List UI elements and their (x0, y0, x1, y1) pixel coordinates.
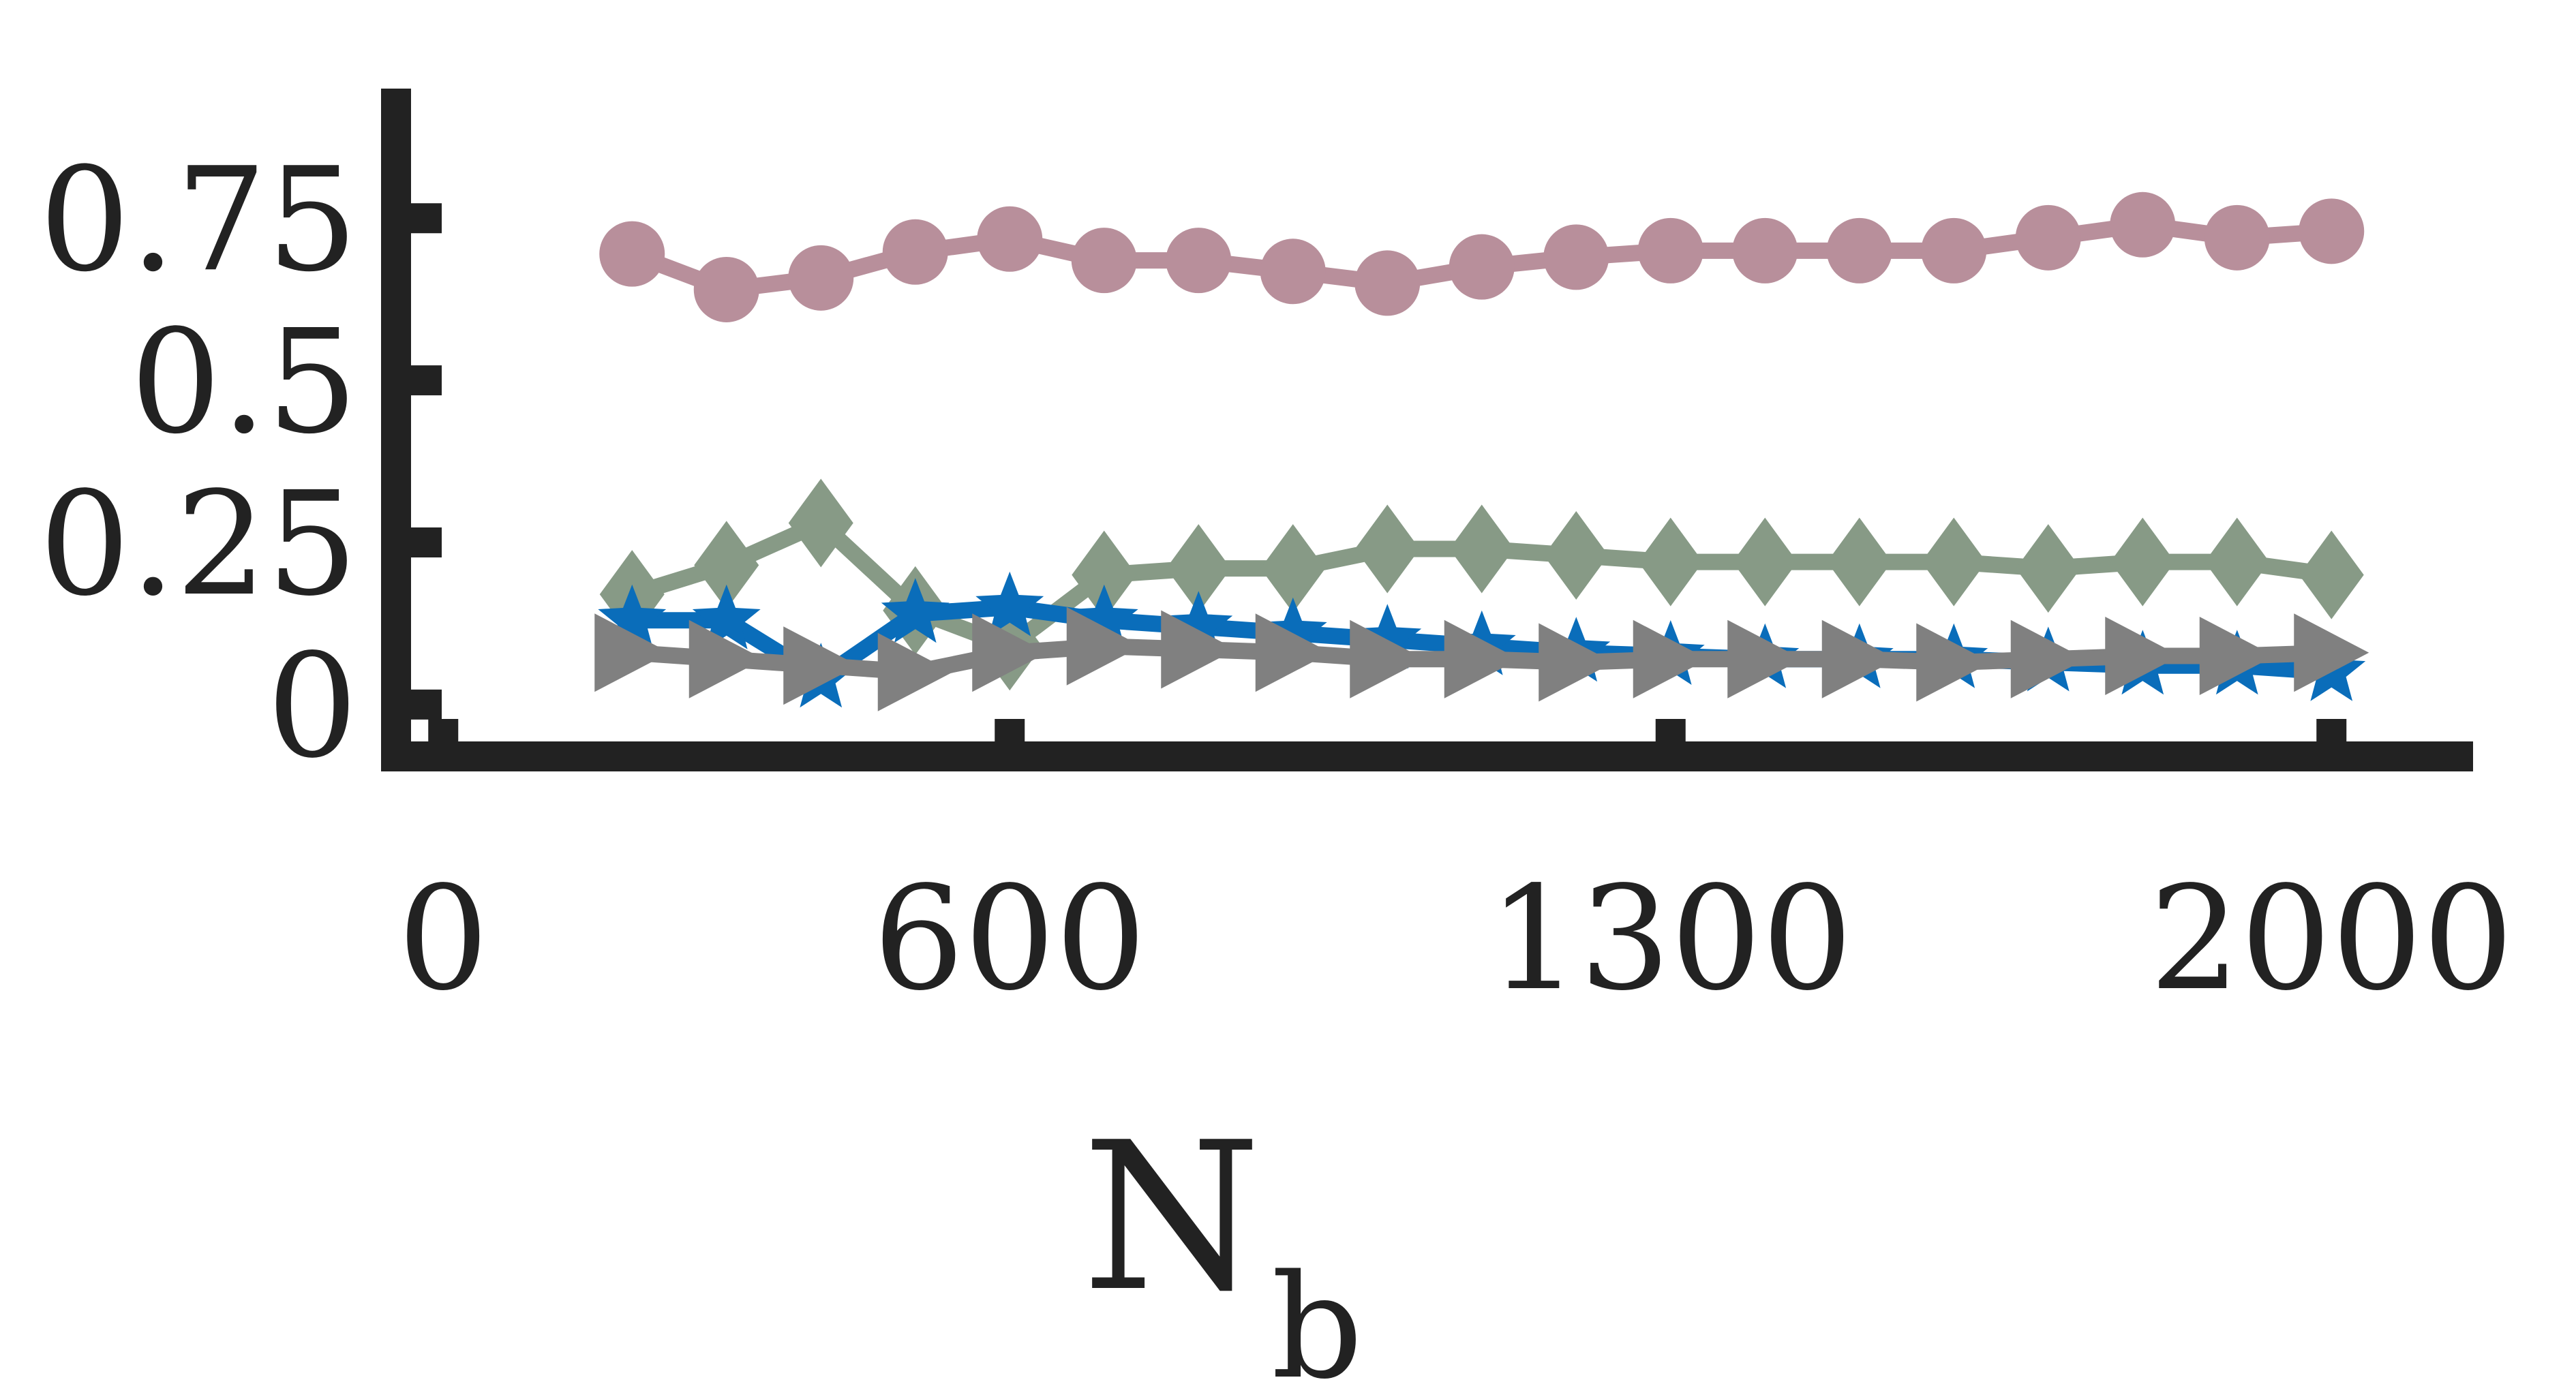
data-point (1732, 517, 1798, 607)
data-point (1921, 217, 1987, 283)
data-point (1449, 504, 1515, 594)
data-point (1258, 597, 1327, 662)
data-point (2299, 198, 2365, 264)
x-tick-label: 600 (873, 855, 1147, 1022)
data-point (1353, 604, 1422, 669)
tick-layer: 00.250.50.750 600 1300 2000 (39, 136, 2513, 1022)
data-point (1826, 217, 1892, 283)
data-point (882, 219, 948, 285)
data-point (1350, 619, 1425, 698)
data-point (1543, 224, 1609, 290)
data-point (1916, 623, 1992, 702)
data-point (1827, 517, 1892, 607)
data-point (788, 478, 853, 568)
data-point (2015, 204, 2081, 271)
data-point (1449, 234, 1515, 300)
data-point (1638, 517, 1703, 607)
data-point (594, 613, 670, 692)
data-point (693, 256, 759, 322)
x-axis-label: N (1082, 1099, 1262, 1336)
data-point (881, 578, 950, 643)
x-tick-label: 2000 (2149, 855, 2513, 1022)
data-point (1633, 619, 1708, 698)
data-point (1354, 250, 1421, 316)
data-point (1732, 217, 1798, 283)
data-point (692, 584, 761, 649)
data-point (2110, 517, 2175, 607)
x-tick-label: 1300 (1489, 855, 1853, 1022)
x-axis-label-subscript: b (1271, 1244, 1363, 1397)
data-point (1164, 591, 1233, 656)
data-point (1166, 228, 1232, 294)
data-point (2294, 613, 2369, 692)
y-tick-label: 0.25 (39, 461, 358, 628)
data-point (1071, 228, 1137, 294)
data-point (1066, 607, 1142, 686)
data-point (1354, 504, 1420, 594)
data-point (1727, 619, 1803, 698)
label-layer: N b (1082, 1099, 1363, 1397)
data-point (2010, 619, 2086, 698)
data-point (783, 626, 859, 705)
data-point (2110, 191, 2176, 258)
data-point (1539, 623, 1614, 702)
y-tick-label: 0 (267, 623, 358, 790)
data-point (1255, 613, 1331, 692)
data-point (2204, 517, 2270, 607)
series-triangle-right (594, 607, 2369, 711)
data-point (2204, 204, 2270, 271)
data-point (1166, 524, 1231, 613)
data-point (1161, 610, 1237, 689)
x-tick-label: 0 (397, 855, 489, 1022)
data-point (2199, 617, 2275, 696)
data-point (1070, 584, 1138, 649)
data-point (877, 632, 953, 711)
series-circle (599, 191, 2365, 322)
data-point (972, 613, 1048, 692)
data-point (788, 245, 854, 311)
y-tick-label: 0.5 (130, 298, 358, 465)
data-point (694, 521, 759, 610)
data-point (1072, 530, 1137, 619)
data-point (1543, 511, 1609, 600)
data-point (2016, 524, 2081, 613)
data-point (1921, 517, 1986, 607)
data-point (688, 619, 764, 698)
y-tick-label: 0.75 (39, 136, 358, 303)
data-point (1260, 239, 1326, 305)
data-point (975, 571, 1044, 636)
data-point (2299, 530, 2364, 619)
data-point (1821, 619, 1897, 698)
data-point (977, 206, 1043, 272)
data-point (1260, 524, 1326, 613)
data-point (2105, 617, 2181, 696)
series-layer (594, 191, 2369, 711)
data-point (1637, 217, 1703, 283)
data-point (599, 221, 665, 287)
data-point (598, 584, 667, 649)
data-point (1444, 619, 1519, 698)
axis-layer (381, 89, 2473, 771)
